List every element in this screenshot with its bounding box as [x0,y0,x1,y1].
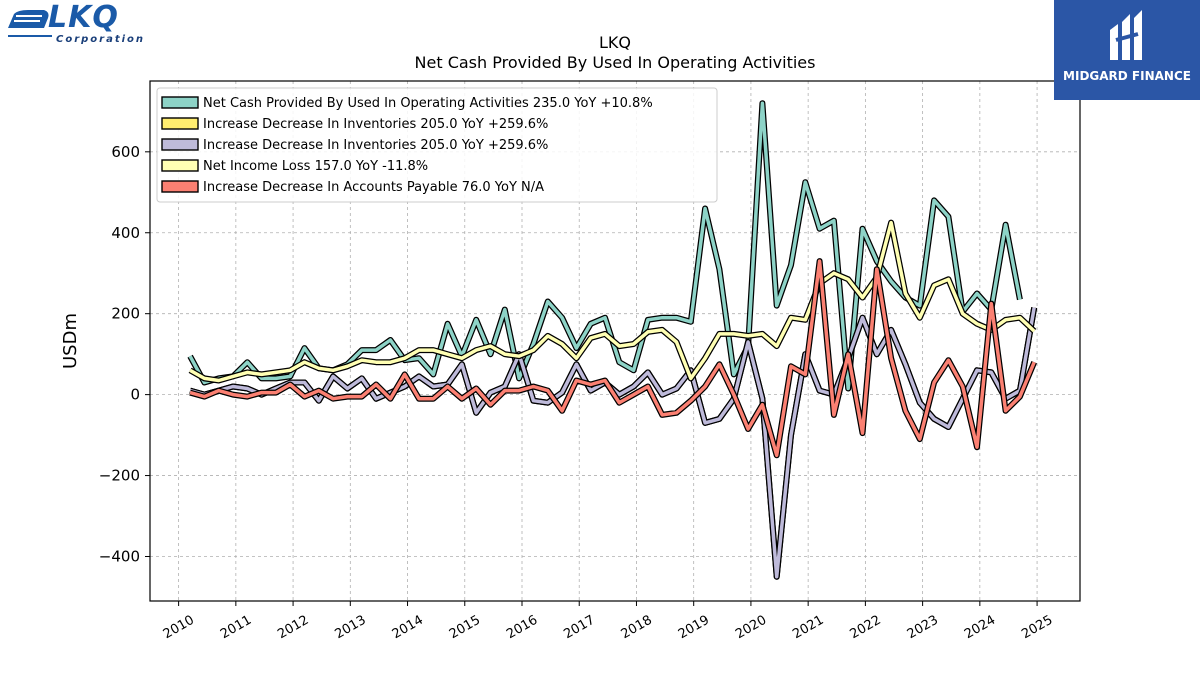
x-axis: 2010 2011 2012 2013 2014 2015 2016 2017 2018 2019… [161,601,1055,643]
y-tick-label: 400 [111,224,140,242]
legend-entry-label: Increase Decrease In Accounts Payable 76… [203,180,544,195]
midgard-emblem-icon [1110,10,1142,60]
legend-swatch [161,117,199,130]
series-line-5 [189,258,1037,459]
series-outline [188,219,1037,384]
legend-swatch [161,159,199,172]
x-tick-label: 2010 [161,613,197,643]
x-tick-label: 2020 [733,613,769,643]
x-tick-label: 2011 [218,613,254,643]
y-tick-label: −400 [99,547,140,565]
legend-swatch [161,96,199,109]
chart-subtitle: Net Cash Provided By Used In Operating A… [415,53,816,72]
x-tick-label: 2022 [848,613,884,643]
midgard-logo-text: MIDGARD FINANCE [1063,69,1191,83]
legend-entry-label: Increase Decrease In Inventories 205.0 Y… [203,138,548,153]
x-tick-label: 2015 [447,613,483,643]
legend-entry-label: Net Cash Provided By Used In Operating A… [203,96,653,111]
x-tick-label: 2019 [676,613,712,643]
legend-entry-label: Increase Decrease In Inventories 205.0 Y… [203,117,548,132]
lkq-logo: LKQ Corporation [4,0,160,48]
y-tick-label: 200 [111,305,140,323]
legend-swatch [161,138,199,151]
lkq-logo-subtext: Corporation [56,34,146,45]
lkq-logo-underline [8,35,52,37]
y-tick-label: −200 [99,467,140,485]
series-line-4 [188,219,1037,384]
y-axis-label: USDm [60,313,81,369]
legend-box [156,87,718,203]
x-tick-label: 2014 [390,613,426,643]
x-tick-label: 2025 [1019,613,1055,643]
series-layer [187,100,1038,580]
series-stroke [189,259,1036,458]
legend: Net Cash Provided By Used In Operating A… [156,87,718,203]
lkq-logo-text: LKQ [48,0,119,35]
series-stroke [189,220,1036,383]
y-axis: −400 −200 0 200 400 600 [99,143,150,565]
midgard-finance-logo: MIDGARD FINANCE [1054,0,1200,100]
chart-title: LKQ [599,33,631,52]
x-tick-label: 2012 [275,613,311,643]
lkq-car-icon [8,10,49,28]
x-tick-label: 2013 [332,613,368,643]
x-tick-label: 2016 [504,613,540,643]
x-tick-label: 2017 [561,613,597,643]
legend-entry-label: Net Income Loss 157.0 YoY -11.8% [203,159,428,174]
x-tick-label: 2021 [790,613,826,643]
y-tick-label: 600 [111,143,140,161]
plot-frame [149,80,1081,602]
y-tick-label: 0 [130,386,140,404]
legend-swatch [161,180,199,193]
x-tick-label: 2024 [962,613,998,643]
x-tick-label: 2023 [905,613,941,643]
x-tick-label: 2018 [619,613,655,643]
